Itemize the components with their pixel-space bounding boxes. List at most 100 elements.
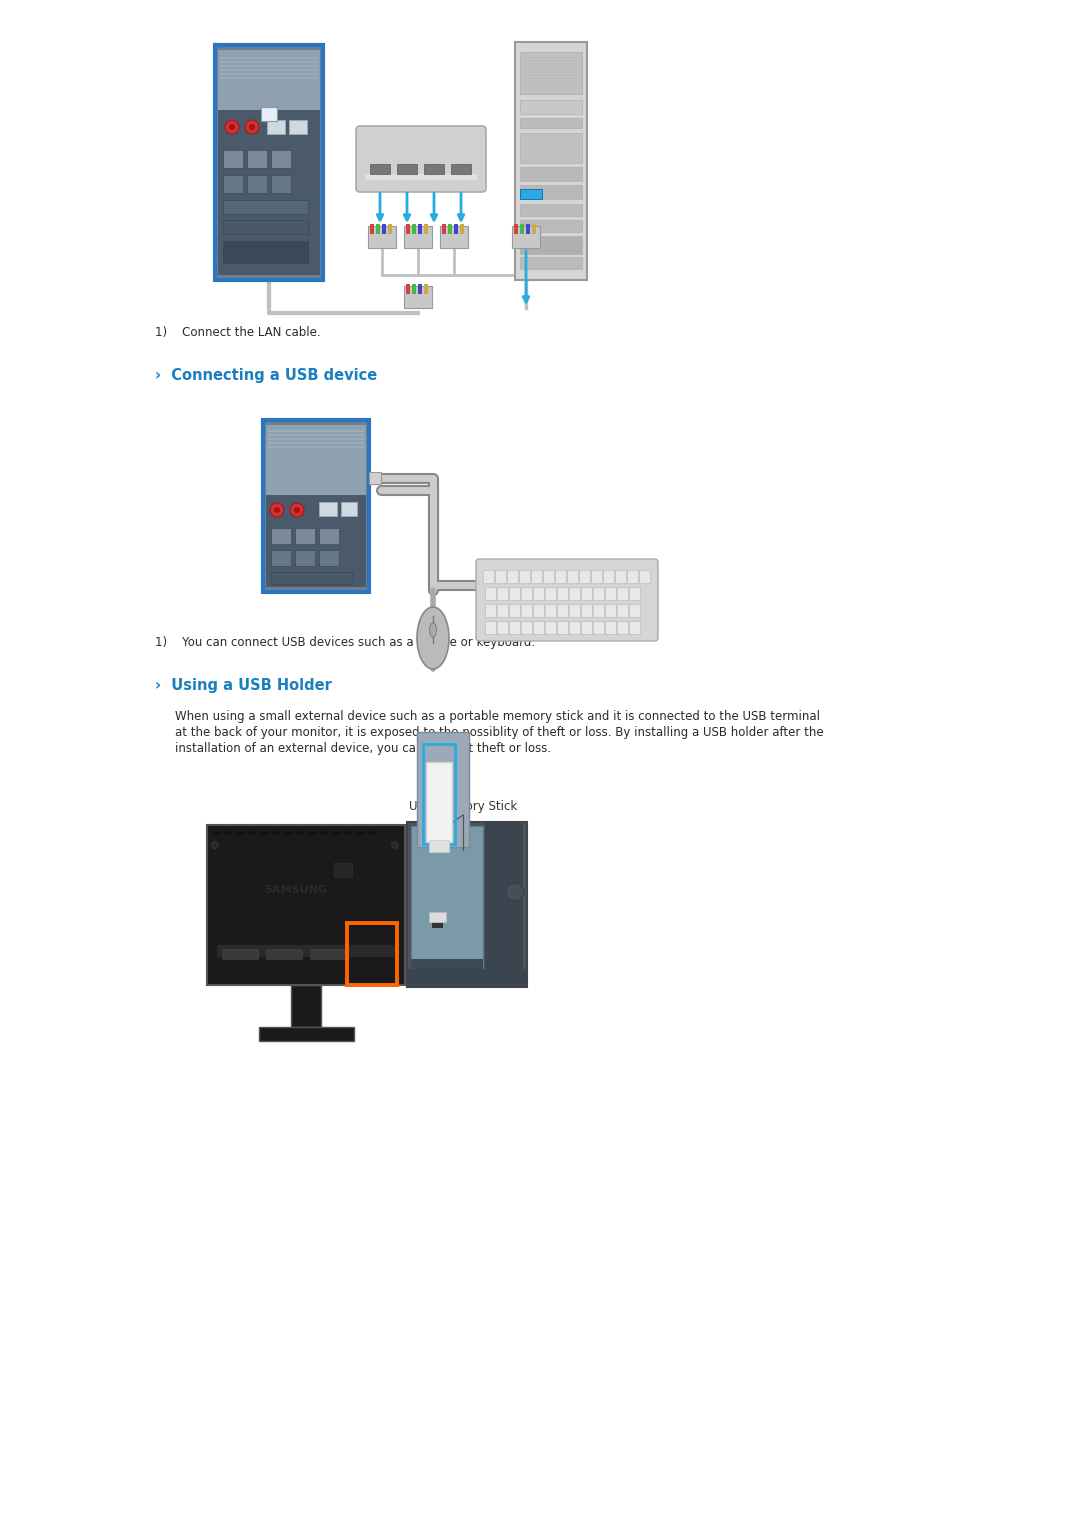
FancyBboxPatch shape bbox=[581, 622, 593, 634]
Bar bbox=[222, 176, 243, 193]
Bar bbox=[207, 825, 405, 986]
Bar bbox=[220, 57, 318, 60]
Bar bbox=[460, 225, 464, 234]
FancyBboxPatch shape bbox=[356, 125, 486, 193]
Bar bbox=[397, 163, 417, 174]
FancyBboxPatch shape bbox=[567, 570, 579, 584]
FancyBboxPatch shape bbox=[592, 570, 603, 584]
FancyBboxPatch shape bbox=[581, 605, 593, 617]
FancyBboxPatch shape bbox=[630, 605, 640, 617]
Bar bbox=[418, 225, 422, 234]
Bar bbox=[220, 66, 318, 67]
Bar bbox=[532, 225, 536, 234]
FancyBboxPatch shape bbox=[639, 570, 650, 584]
FancyBboxPatch shape bbox=[486, 587, 497, 601]
Circle shape bbox=[294, 507, 300, 513]
FancyBboxPatch shape bbox=[606, 587, 617, 601]
Bar bbox=[406, 225, 410, 234]
Bar bbox=[268, 429, 364, 432]
Circle shape bbox=[229, 124, 235, 130]
Bar bbox=[526, 225, 530, 234]
Bar bbox=[268, 442, 364, 445]
Bar bbox=[222, 241, 308, 263]
Bar bbox=[356, 831, 365, 834]
FancyBboxPatch shape bbox=[486, 605, 497, 617]
Bar bbox=[440, 226, 468, 248]
Text: USB Memory Stick: USB Memory Stick bbox=[409, 801, 517, 813]
FancyBboxPatch shape bbox=[534, 605, 544, 617]
FancyBboxPatch shape bbox=[496, 570, 507, 584]
Bar bbox=[429, 912, 446, 921]
Bar bbox=[266, 949, 302, 960]
Bar bbox=[519, 167, 582, 180]
Bar bbox=[284, 831, 293, 834]
FancyBboxPatch shape bbox=[606, 622, 617, 634]
Bar bbox=[267, 121, 285, 134]
Bar bbox=[341, 503, 357, 516]
Bar bbox=[271, 529, 291, 544]
FancyBboxPatch shape bbox=[630, 622, 640, 634]
FancyBboxPatch shape bbox=[519, 570, 530, 584]
Ellipse shape bbox=[417, 607, 449, 669]
Bar bbox=[519, 205, 582, 215]
Bar bbox=[519, 257, 582, 269]
Bar bbox=[382, 225, 386, 234]
Bar bbox=[222, 220, 308, 234]
Bar bbox=[406, 284, 410, 293]
Bar bbox=[442, 225, 446, 234]
Bar bbox=[222, 200, 308, 214]
Bar bbox=[418, 284, 422, 293]
Bar bbox=[376, 225, 380, 234]
Bar bbox=[519, 52, 582, 95]
FancyBboxPatch shape bbox=[510, 622, 521, 634]
Bar bbox=[369, 472, 381, 484]
Bar bbox=[514, 225, 518, 234]
FancyBboxPatch shape bbox=[630, 587, 640, 601]
FancyBboxPatch shape bbox=[581, 587, 593, 601]
Bar bbox=[519, 118, 582, 128]
Bar bbox=[334, 863, 352, 877]
FancyBboxPatch shape bbox=[534, 622, 544, 634]
Bar bbox=[411, 827, 483, 979]
Bar bbox=[426, 762, 453, 842]
FancyBboxPatch shape bbox=[569, 622, 581, 634]
FancyBboxPatch shape bbox=[604, 570, 615, 584]
FancyBboxPatch shape bbox=[557, 587, 568, 601]
FancyBboxPatch shape bbox=[545, 587, 556, 601]
Bar bbox=[347, 923, 397, 986]
Circle shape bbox=[291, 503, 303, 516]
Bar bbox=[295, 550, 315, 565]
FancyBboxPatch shape bbox=[510, 605, 521, 617]
Text: ›  Using a USB Holder: › Using a USB Holder bbox=[156, 678, 332, 694]
FancyBboxPatch shape bbox=[486, 622, 497, 634]
FancyBboxPatch shape bbox=[594, 587, 605, 601]
FancyBboxPatch shape bbox=[594, 605, 605, 617]
Bar bbox=[319, 550, 339, 565]
Circle shape bbox=[245, 121, 259, 134]
Bar bbox=[259, 1027, 354, 1041]
Bar bbox=[296, 831, 305, 834]
Bar bbox=[407, 822, 527, 987]
Bar bbox=[411, 284, 416, 293]
Bar bbox=[519, 185, 582, 199]
Bar bbox=[519, 189, 542, 199]
Bar bbox=[271, 550, 291, 565]
Bar bbox=[519, 220, 582, 232]
FancyBboxPatch shape bbox=[498, 622, 509, 634]
Bar bbox=[411, 225, 416, 234]
Text: When using a small external device such as a portable memory stick and it is con: When using a small external device such … bbox=[175, 711, 820, 723]
Text: 1)    Connect the LAN cable.: 1) Connect the LAN cable. bbox=[156, 325, 321, 339]
Bar bbox=[485, 822, 523, 987]
Bar bbox=[424, 225, 428, 234]
Bar bbox=[268, 439, 364, 440]
Bar bbox=[308, 831, 318, 834]
Bar bbox=[368, 831, 377, 834]
FancyBboxPatch shape bbox=[616, 570, 626, 584]
Bar bbox=[407, 969, 527, 987]
Bar bbox=[332, 831, 341, 834]
Text: installation of an external device, you can prevent theft or loss.: installation of an external device, you … bbox=[175, 743, 551, 755]
Bar bbox=[224, 831, 233, 834]
Bar bbox=[404, 286, 432, 309]
FancyBboxPatch shape bbox=[618, 622, 629, 634]
Bar bbox=[220, 73, 318, 75]
